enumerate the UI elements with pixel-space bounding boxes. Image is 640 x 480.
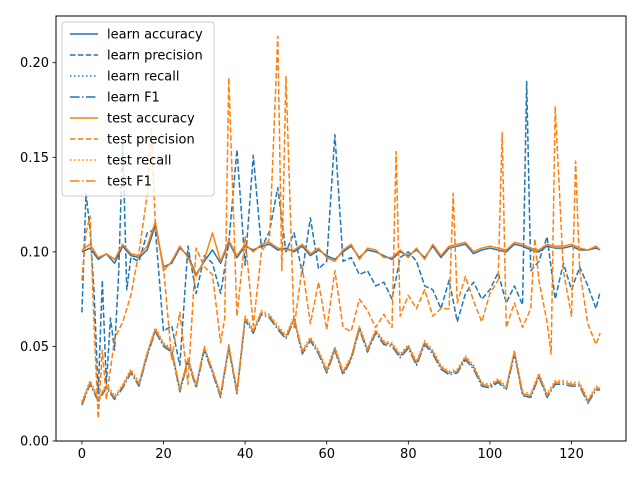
legend: learn accuracy learn precision learn recal…	[61, 21, 215, 197]
x-tick-label: 120	[559, 447, 584, 462]
y-tick-label: 0.15	[20, 151, 49, 166]
series-line-test-accuracy	[81, 220, 601, 278]
axis-layer: 0 20 40 60 80 100 120 0.00 0.05 0.10 0.15 0.20	[20, 56, 584, 462]
legend-box	[61, 21, 215, 197]
legend-label-test-f1: test F1	[107, 175, 152, 190]
y-tick-label: 0.20	[20, 56, 49, 71]
y-tick-label: 0.10	[20, 245, 49, 260]
x-tick-label: 0	[78, 447, 86, 462]
legend-label-learn-recall: learn recall	[107, 70, 179, 85]
y-tick-label: 0.05	[20, 340, 49, 355]
x-tick-label: 100	[478, 447, 503, 462]
legend-label-learn-f1: learn F1	[107, 91, 160, 106]
legend-label-learn-precision: learn precision	[107, 49, 203, 64]
series-line-learn-precision	[81, 80, 601, 395]
series-layer	[81, 35, 601, 420]
legend-label-learn-accuracy: learn accuracy	[107, 28, 203, 43]
x-tick-label: 40	[237, 447, 254, 462]
plot-frame	[55, 15, 627, 442]
x-tick-label: 20	[155, 447, 172, 462]
x-tick-label: 60	[318, 447, 335, 462]
y-tick-label: 0.00	[20, 435, 49, 450]
x-tick-label: 80	[400, 447, 417, 462]
legend-label-test-recall: test recall	[107, 154, 172, 169]
legend-label-test-accuracy: test accuracy	[107, 112, 195, 127]
series-line-test-f1	[81, 311, 601, 404]
legend-label-test-precision: test precision	[107, 133, 195, 148]
